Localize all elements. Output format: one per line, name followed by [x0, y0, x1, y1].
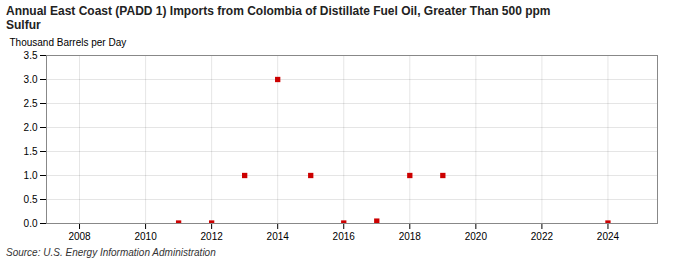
svg-text:2010: 2010 — [134, 230, 157, 241]
svg-text:0.0: 0.0 — [24, 217, 38, 228]
svg-text:2024: 2024 — [597, 230, 620, 241]
svg-text:2022: 2022 — [531, 230, 554, 241]
svg-text:1.5: 1.5 — [24, 145, 38, 156]
html-text:Source: U.S. Energy Informatio: Source: U.S. Energy Information Administ… — [6, 246, 216, 258]
svg-text:2008: 2008 — [68, 230, 91, 241]
svg-text:2020: 2020 — [465, 230, 488, 241]
html-text:Annual East Coast (PADD 1) Imp: Annual East Coast (PADD 1) Imports from … — [6, 4, 551, 33]
svg-text:2016: 2016 — [333, 230, 356, 241]
svg-text:3.5: 3.5 — [24, 49, 38, 60]
svg-text:2.5: 2.5 — [24, 97, 38, 108]
svg-text:2012: 2012 — [201, 230, 224, 241]
svg-text:Thousand Barrels per Day: Thousand Barrels per Day — [10, 36, 127, 47]
svg-text:3.0: 3.0 — [24, 73, 38, 84]
svg-text:2014: 2014 — [267, 230, 290, 241]
svg-text:2018: 2018 — [399, 230, 422, 241]
svg-text:0.5: 0.5 — [24, 193, 38, 204]
svg-text:2.0: 2.0 — [24, 121, 38, 132]
svg-text:1.0: 1.0 — [24, 169, 38, 180]
